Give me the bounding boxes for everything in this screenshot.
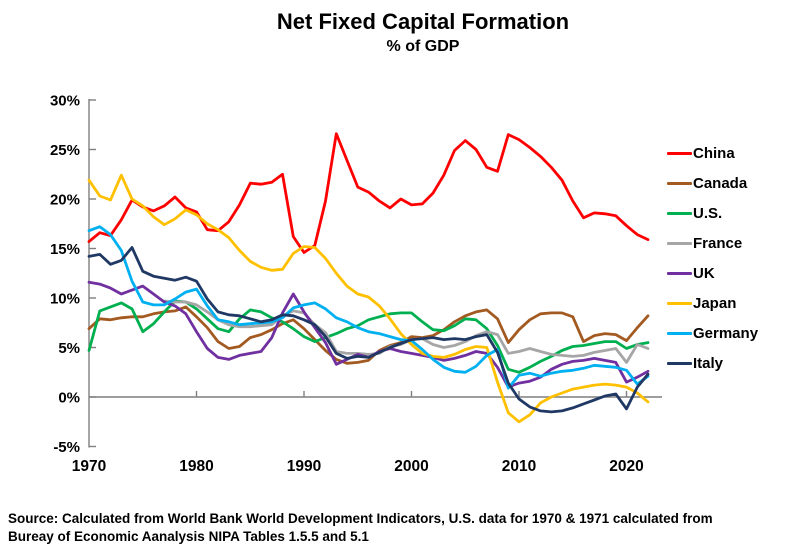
legend-label: U.S.	[693, 205, 723, 222]
y-tick-label: 0%	[58, 390, 80, 407]
y-tick-label: 5%	[58, 340, 80, 357]
legend-line-sample	[667, 181, 692, 186]
legend-item-china: China	[667, 144, 758, 163]
legend-item-japan: Japan	[667, 294, 758, 313]
legend-item-italy: Italy	[667, 354, 758, 373]
series-line-japan	[87, 173, 650, 424]
x-tick-label: 1970	[72, 458, 106, 475]
legend-line-sample	[667, 211, 692, 216]
legend-line-sample	[667, 241, 692, 246]
source-line-1: Source: Calculated from World Bank World…	[8, 511, 713, 526]
x-tick-label: 1990	[287, 458, 321, 475]
legend-label: Japan	[693, 295, 737, 312]
legend-line-sample	[667, 271, 692, 276]
legend-label: Canada	[693, 175, 748, 192]
y-tick-label: 20%	[50, 192, 80, 209]
y-tick-label: 10%	[50, 291, 80, 308]
legend-line-sample	[667, 331, 692, 336]
legend-item-uk: UK	[667, 264, 758, 283]
legend-item-france: France	[667, 234, 758, 253]
y-tick-label: -5%	[53, 439, 80, 456]
y-tick-label: 15%	[50, 241, 80, 258]
source-line-2: Bureay of Economic Aanalysis NIPA Tables…	[8, 529, 369, 544]
legend-item-canada: Canada	[667, 174, 758, 193]
x-tick-label: 2020	[609, 458, 643, 475]
chart-subtitle: % of GDP	[386, 38, 460, 55]
series-line-germany	[87, 225, 650, 390]
legend-line-sample	[667, 301, 692, 306]
legend-item-us: U.S.	[667, 204, 758, 223]
x-tick-label: 2000	[394, 458, 428, 475]
legend-item-germany: Germany	[667, 324, 758, 343]
legend-label: China	[693, 145, 735, 162]
legend-label: France	[693, 235, 743, 252]
legend: China Canada U.S. France UK Japan Germany Italy	[667, 144, 758, 373]
legend-label: Germany	[693, 325, 759, 342]
series-line-china	[87, 132, 650, 254]
x-tick-label: 1980	[179, 458, 213, 475]
legend-label: UK	[693, 265, 715, 282]
legend-line-sample	[667, 151, 692, 156]
series-line-italy	[87, 246, 650, 414]
legend-line-sample	[667, 361, 692, 366]
source-note: Source: Calculated from World Bank World…	[8, 510, 794, 546]
chart-title: Net Fixed Capital Formation	[276, 9, 570, 34]
y-tick-label: 30%	[50, 93, 80, 110]
legend-label: Italy	[693, 355, 724, 372]
series-line-canada	[87, 305, 650, 365]
y-tick-label: 25%	[50, 142, 80, 159]
x-tick-label: 2010	[502, 458, 536, 475]
